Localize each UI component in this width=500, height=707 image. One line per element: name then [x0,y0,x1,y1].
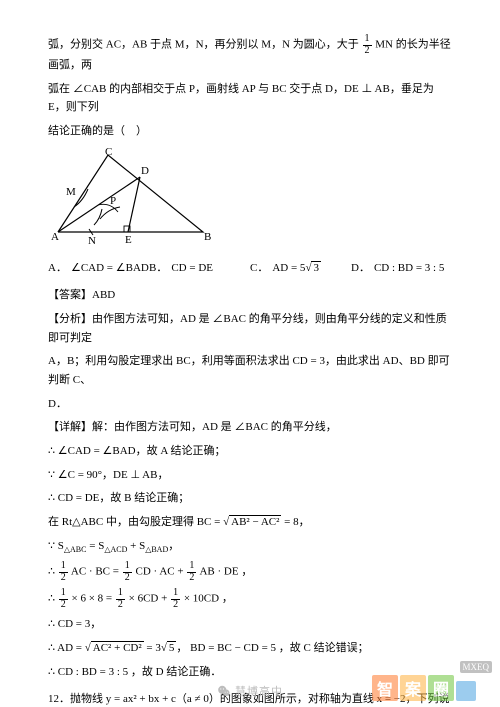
wm-4 [456,681,476,701]
opt-A: A．∠CAD = ∠BAD [48,259,149,278]
wm-1: 智 [372,675,398,701]
frac-half: 12 [363,34,372,56]
pt-N: N [88,235,96,247]
pt-M: M [66,186,76,198]
analysis-3: D． [48,395,452,414]
watermark: 智 案 圈 [372,675,492,701]
opt-C: C．AD = 5√3 [250,259,351,278]
pt-D: D [141,165,149,177]
detail-7: ∴ 12 × 6 × 8 = 12 × 6CD + 12 × 10CD ， [48,588,452,610]
q11-options: A．∠CAD = ∠BAD B．CD = DE C．AD = 5√3 D．CD … [48,259,452,278]
wm-2: 案 [400,675,426,701]
pt-C: C [105,147,112,158]
analysis-2: A，B；利用勾股定理求出 BC，利用等面积法求出 CD = 3，由此求出 AD、… [48,352,452,389]
intro-line-3: 结论正确的是（ ） [48,122,452,141]
opt-B: B．CD = DE [149,259,250,278]
pt-A: A [51,231,59,243]
opt-D: D．CD : BD = 3 : 5 [351,259,452,278]
geometry-figure: A B C D E M N P [48,147,452,254]
detail-8: ∴ CD = 3， [48,615,452,634]
wm-sub: MXEQ [460,661,493,673]
detail-6: ∴ 12 AC · BC = 12 CD · AC + 12 AB · DE ， [48,561,452,583]
detail-1: ∴ ∠CAD = ∠BAD，故 A 结论正确； [48,442,452,461]
detail-9: ∴ AD = √AC² + CD² = 3√5， BD = BC − CD = … [48,639,452,658]
detail-4: 在 Rt△ABC 中，由勾股定理得 BC = √AB² − AC² = 8， [48,513,452,532]
wm-3: 圈 [428,675,454,701]
detail-0: 【详解】解：由作图方法可知，AD 是 ∠BAC 的角平分线， [48,418,452,437]
detail-3: ∴ CD = DE，故 B 结论正确； [48,489,452,508]
pt-B: B [204,231,211,243]
pt-P: P [110,195,116,207]
pt-E: E [125,234,132,246]
intro-line-2: 弧在 ∠CAB 的内部相交于点 P，画射线 AP 与 BC 交于点 D，DE ⊥… [48,80,452,117]
detail-5: ∵ S△ABC = S△ACD + S△BAD， [48,537,452,557]
detail-2: ∵ ∠C = 90°，DE ⊥ AB， [48,466,452,485]
intro-line-1: 弧，分别交 AC，AB 于点 M，N，再分别以 M，N 为圆心，大于 12 MN… [48,34,452,75]
answer-line: 【答案】ABD [48,286,452,305]
analysis-1: 【分析】由作图方法可知，AD 是 ∠BAC 的角平分线，则由角平分线的定义和性质… [48,310,452,347]
wechat-icon [217,684,231,698]
